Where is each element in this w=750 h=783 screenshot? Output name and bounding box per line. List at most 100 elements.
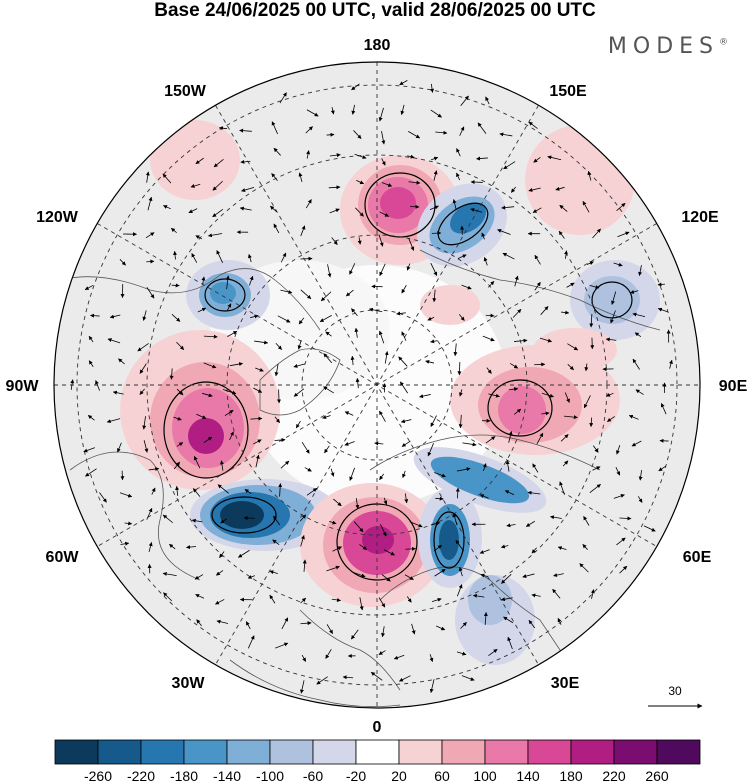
wind-arrow [274,416,280,423]
wind-arrow [304,467,312,472]
wind-arrow [405,546,416,551]
wind-arrow [381,626,386,638]
wind-arrow [170,227,177,234]
wind-arrow [353,571,366,578]
wind-arrow [330,468,335,477]
wind-arrow [323,386,334,394]
colorbar-tick-label: -180 [170,768,198,783]
wind-arrow [173,416,182,421]
wind-arrow [194,574,204,580]
wind-arrow [408,131,421,139]
wind-arrow [350,629,359,640]
wind-arrow [84,285,94,291]
wind-arrow [561,310,570,315]
wind-arrow [302,559,307,572]
wind-arrow [281,617,289,630]
wind-arrow [637,496,643,503]
wind-arrow [427,443,434,457]
wind-arrow [461,675,475,681]
wind-arrow [215,599,225,605]
wind-arrow [402,470,406,479]
wind-arrow [470,180,483,185]
wind-arrow [188,208,198,214]
wind-arrow [274,437,286,442]
wind-arrow [332,546,343,552]
wind-arrow [300,597,307,604]
wind-arrow [634,332,642,338]
wind-arrow [483,256,488,266]
wind-arrow [273,223,280,234]
wind-arrow [505,460,510,472]
wind-arrow [162,173,172,184]
colorbar-swatch [441,739,486,765]
wind-arrow [589,284,600,289]
wind-arrow [583,395,591,409]
wind-arrow [483,612,488,625]
wind-arrow [456,651,467,656]
wind-arrow [226,303,232,312]
wind-arrow [430,109,442,118]
wind-arrow [351,83,360,91]
colorbar-tick-label: -100 [256,768,284,783]
wind-arrow [513,338,528,343]
wind-arrow [456,467,471,472]
wind-arrow [616,202,626,212]
wind-arrow [196,413,207,419]
wind-arrow [88,360,94,368]
wind-arrow [176,442,184,447]
wind-arrow [276,389,281,404]
wind-arrow [300,535,305,547]
wind-arrow [248,253,252,263]
wind-arrow [225,275,230,290]
wind-arrow [480,573,488,578]
wind-arrow [460,622,467,629]
colorbar-swatch [54,739,99,765]
wind-arrow [616,537,626,546]
wind-arrow [218,126,228,131]
wind-arrow [638,469,643,481]
lon-label-150w: 150W [164,83,207,100]
wind-arrow [408,238,415,251]
wind-arrow [306,150,311,159]
wind-arrow [353,521,364,533]
wind-arrow [219,460,224,471]
wind-arrow [560,434,569,442]
wind-arrow [378,650,386,656]
wind-arrow [635,389,644,395]
wind-arrow [509,363,519,369]
wind-arrow [253,439,262,445]
wind-arrow [355,377,360,389]
wind-arrow [406,596,412,603]
colorbar-swatch [97,739,142,765]
wind-arrow [379,410,386,422]
wind-arrow [250,416,263,421]
brand-logo: MODES® [608,34,728,59]
colorbar-swatch [226,739,271,765]
wind-arrow [605,337,617,342]
wind-arrow [513,408,522,415]
wind-arrow [137,343,149,352]
wind-arrow [631,440,642,447]
wind-arrow [430,156,439,161]
wind-arrow [400,419,412,424]
colorbar-tick-label: -260 [84,768,112,783]
wind-arrow [507,636,513,650]
wind-arrow [323,353,333,364]
wind-arrow [607,416,615,422]
wind-arrow [299,514,307,522]
wind-arrow [613,493,625,499]
wind-arrow [145,171,150,183]
wind-arrow [384,351,389,364]
wind-arrow [638,265,643,277]
wind-arrow [148,467,160,472]
wind-arrow [151,487,156,495]
colorbar-swatch [355,739,400,765]
wind-arrow [195,235,203,240]
wind-arrow [280,289,293,294]
wind-arrow [203,436,213,443]
colorbar-tick-label: 220 [602,768,626,783]
wind-arrow [590,589,595,599]
wind-arrow [536,432,544,445]
wind-arrow [460,95,469,107]
wind-arrow [370,671,383,681]
